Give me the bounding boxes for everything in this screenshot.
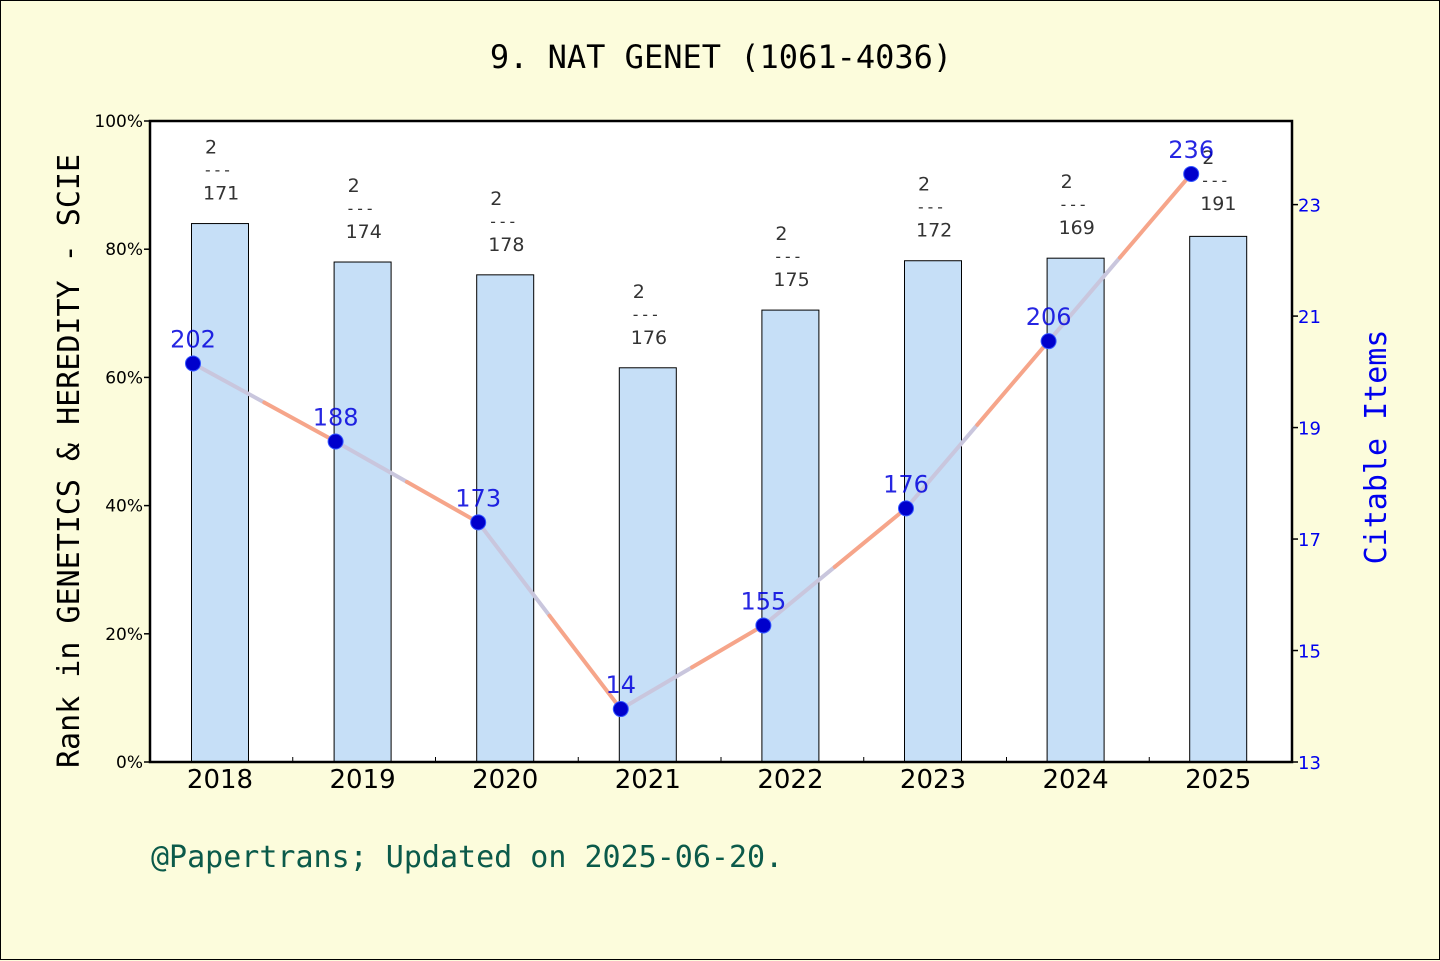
rank-numerator-2025: 2 [1202, 147, 1214, 169]
line-segment-a-4 [761, 564, 837, 628]
point-2018 [185, 355, 201, 372]
rank-numerator-2022: 2 [775, 223, 787, 245]
line-segment-b-6 [1117, 171, 1194, 260]
bar-2021 [618, 367, 677, 763]
line-segment-b-1 [404, 479, 481, 525]
left-tick-label: 0% [116, 753, 143, 773]
right-tick-label: 13 [1298, 753, 1321, 774]
line-segment-a-6 [1046, 255, 1122, 344]
rank-numerator-2018: 2 [205, 137, 217, 159]
right-axis-ticks: 13 15 17 19 21 23 [1292, 196, 1321, 774]
right-tick-label: 19 [1298, 419, 1321, 440]
rank-denominator-2022: 175 [773, 269, 809, 291]
rank-denominator-2025: 191 [1200, 193, 1236, 215]
line-segment-b-4 [832, 506, 908, 569]
rank-numerator-2021: 2 [633, 281, 645, 303]
left-tick-label: 20% [105, 625, 143, 645]
point-label-2020: 173 [455, 484, 501, 512]
right-axis-label: Citable Items [1359, 330, 1394, 565]
chart-title: 9. NAT GENET (1061-4036) [490, 38, 952, 76]
rank-numerator-2019: 2 [348, 175, 360, 197]
rank-numerator-2020: 2 [490, 188, 502, 210]
footer-credit: @Papertrans; Updated on 2025-06-20. [151, 840, 783, 875]
rank-fraction-bar-2025: --- [1200, 171, 1229, 190]
line-segment-a-0 [191, 361, 267, 405]
line-segment-b-5 [975, 339, 1051, 427]
citable-items-line [191, 171, 1194, 712]
left-axis-ticks: 0% 20% 40% 60% 80% 100% [94, 112, 150, 773]
rank-fraction-bar-2018: --- [203, 161, 232, 180]
citable-items-labels: 202 188 173 14 155 176 206 236 [170, 136, 1214, 699]
point-label-2022: 155 [740, 587, 786, 615]
bar-2020 [476, 274, 535, 763]
right-tick-label: 17 [1298, 530, 1321, 551]
point-label-2024: 206 [1026, 303, 1072, 331]
line-segment-b-3 [690, 623, 766, 670]
point-2021 [612, 701, 629, 718]
x-tick-label-2025: 2025 [1185, 765, 1251, 795]
rank-numerator-2024: 2 [1061, 171, 1073, 193]
right-tick-label: 23 [1298, 196, 1321, 217]
left-tick-label: 40% [105, 497, 143, 517]
x-tick-label-2021: 2021 [615, 765, 681, 795]
rank-fraction-bar-2024: --- [1059, 195, 1088, 214]
point-2023 [898, 500, 914, 517]
x-tick-label-2019: 2019 [330, 765, 396, 795]
point-label-2018: 202 [170, 325, 216, 353]
rank-denominator-2024: 169 [1059, 217, 1095, 239]
left-tick-label: 80% [105, 240, 143, 260]
point-label-2023: 176 [883, 470, 929, 498]
bar-2019 [333, 261, 392, 763]
rank-denominator-2018: 171 [203, 183, 239, 205]
left-tick-label: 100% [94, 112, 143, 132]
point-label-2021: 14 [606, 671, 637, 699]
point-label-2019: 188 [313, 404, 359, 432]
line-segment-a-1 [333, 439, 409, 484]
bar-2022 [761, 309, 820, 763]
left-axis-label: Rank in GENETICS & HEREDITY - SCIE [52, 154, 87, 768]
x-tick-label-2024: 2024 [1043, 765, 1109, 795]
bar-2023 [904, 260, 962, 763]
line-segment-b-0 [262, 400, 338, 444]
bar-series [191, 223, 1248, 763]
point-label-2025: 236 [1168, 136, 1214, 164]
right-tick-label: 15 [1298, 642, 1321, 663]
x-tick-label-2023: 2023 [900, 765, 966, 795]
rank-fraction-bar-2020: --- [488, 212, 517, 231]
rank-denominator-2020: 178 [488, 234, 524, 256]
rank-numerator-2023: 2 [918, 174, 930, 196]
rank-denominator-2019: 174 [346, 221, 382, 243]
rank-fraction-bar-2022: --- [773, 247, 802, 266]
left-tick-label: 60% [105, 368, 143, 388]
x-tick-label-2020: 2020 [472, 765, 538, 795]
citable-items-points [185, 165, 1200, 718]
x-tick-label-2022: 2022 [757, 765, 823, 795]
rank-fraction-bar-2021: --- [631, 305, 660, 324]
point-2025 [1183, 165, 1200, 182]
rank-fraction-bar-2019: --- [346, 199, 375, 218]
plot-area [150, 121, 1292, 762]
x-tick-label-2018: 2018 [187, 765, 253, 795]
point-2024 [1040, 333, 1057, 350]
x-axis-ticks: 2018 2019 2020 2021 2022 2023 2024 2025 [187, 757, 1251, 795]
bar-2025 [1189, 235, 1248, 763]
line-segment-a-5 [904, 422, 980, 511]
right-tick-label: 21 [1298, 307, 1321, 328]
point-2022 [755, 617, 772, 634]
rank-fraction-bar-2023: --- [916, 198, 945, 217]
point-2019 [327, 433, 344, 450]
line-segment-b-2 [547, 613, 623, 712]
rank-denominator-2021: 176 [631, 327, 667, 349]
point-2020 [470, 514, 487, 531]
rank-fraction-labels: 2 --- 171 2 --- 174 2 --- 178 2 --- 176 2 --- 175 2 --- 1… [203, 137, 1236, 349]
line-segment-a-2 [476, 520, 552, 618]
bar-2018 [191, 223, 249, 763]
rank-denominator-2023: 172 [916, 220, 952, 242]
line-segment-a-3 [618, 665, 695, 712]
